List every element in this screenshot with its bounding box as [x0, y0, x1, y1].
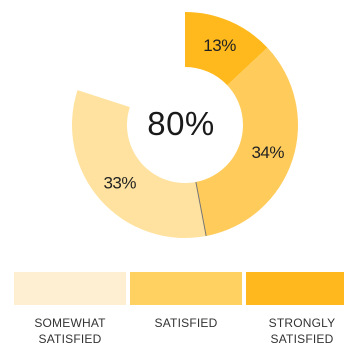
legend-item-satisfied: SATISFIED	[130, 272, 242, 331]
donut-chart: 13% 34% 33% 80%	[72, 12, 298, 238]
slice-value-label-satisfied: 34%	[251, 143, 284, 162]
slice-somewhat-satisfied	[72, 90, 207, 238]
legend-swatch-somewhat-satisfied	[14, 272, 126, 305]
slice-satisfied	[195, 47, 298, 236]
legend-item-somewhat-satisfied: SOMEWHAT SATISFIED	[14, 272, 126, 347]
legend-label-satisfied: SATISFIED	[154, 316, 218, 330]
donut-slices	[72, 12, 298, 238]
slice-labels: 13% 34% 33%	[103, 36, 284, 192]
legend-label-strongly-satisfied: STRONGLY SATISFIED	[268, 316, 336, 346]
legend-swatch-satisfied	[130, 272, 242, 305]
slice-separator-line	[195, 181, 207, 237]
slice-value-label-somewhat-satisfied: 33%	[103, 174, 136, 193]
slice-separators	[195, 181, 207, 237]
legend-label-somewhat-satisfied: SOMEWHAT SATISFIED	[34, 316, 106, 346]
legend: SOMEWHAT SATISFIED SATISFIED STRONGLY SA…	[14, 272, 344, 347]
legend-item-strongly-satisfied: STRONGLY SATISFIED	[246, 272, 344, 347]
center-value-label: 80%	[147, 105, 215, 142]
slice-strongly-satisfied	[185, 12, 268, 86]
slice-value-label-strongly-satisfied: 13%	[203, 36, 236, 55]
legend-swatch-strongly-satisfied	[246, 272, 344, 305]
